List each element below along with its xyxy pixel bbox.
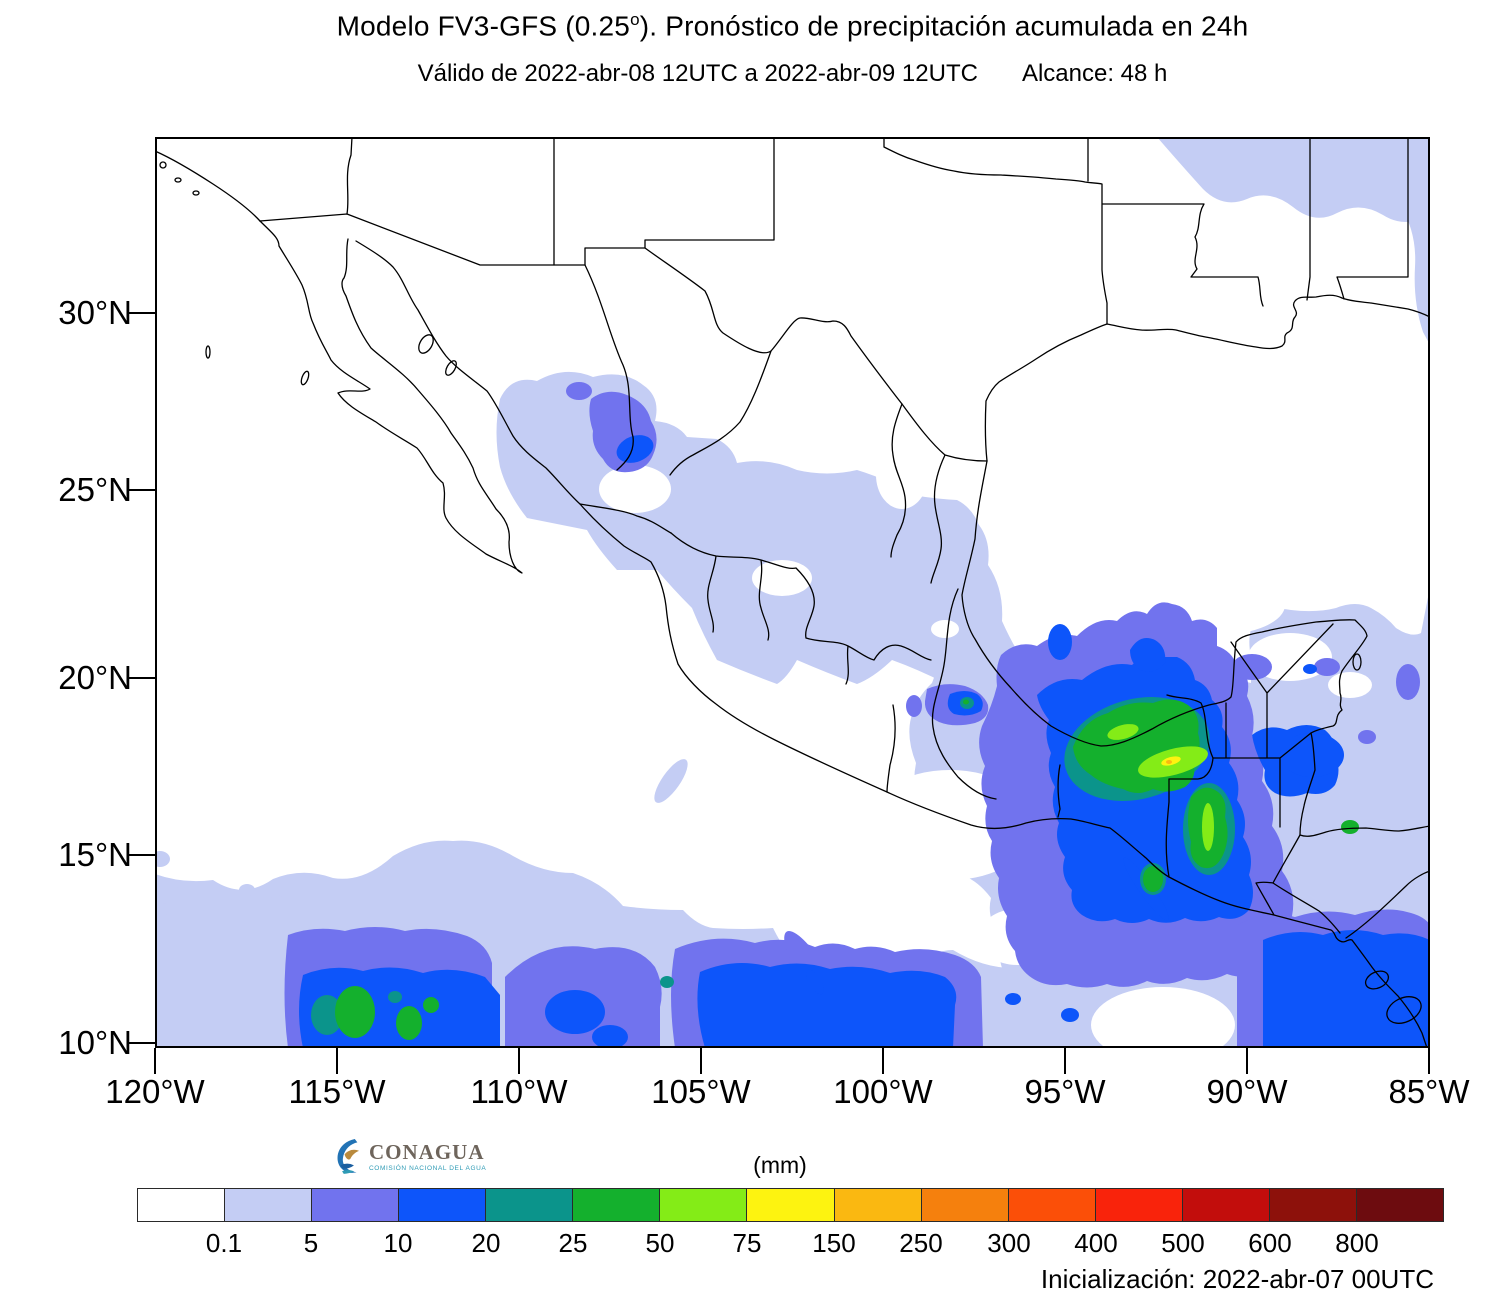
colorbar-label: 0.1: [205, 1228, 243, 1258]
lon-tick-115w: [336, 1048, 338, 1074]
title-degree-sup: o: [630, 10, 640, 29]
coastline-us-pacific: [155, 150, 261, 222]
colorbar-cell: [398, 1188, 487, 1222]
precip-dry-holes: [599, 441, 1372, 1048]
colorbar-label: 300: [987, 1228, 1031, 1258]
conagua-logo-icon: [337, 1139, 360, 1174]
border-us-states: [553, 137, 1409, 325]
colorbar-label: 800: [1335, 1228, 1379, 1258]
conagua-name: CONAGUA: [369, 1139, 485, 1164]
subtitle: Válido de 2022-abr-08 12UTC a 2022-abr-0…: [155, 60, 1430, 88]
lon-tick-105w: [700, 1048, 702, 1074]
valid-range-text: Válido de 2022-abr-08 12UTC a 2022-abr-0…: [417, 60, 978, 87]
initialization-text: Inicialización: 2022-abr-07 00UTC: [1040, 1264, 1434, 1294]
page-title: Modelo FV3-GFS (0.25o). Pronóstico de pr…: [155, 10, 1430, 42]
map-boundaries: [155, 137, 1430, 1048]
border-mx-states-central: [670, 532, 1061, 818]
map: CONAGUA COMISIÓN NACIONAL DEL AGUA: [155, 137, 1430, 1180]
colorbar-labels: 0.1 5 10 20 25 50 75 150 250 300 400 500…: [137, 1228, 1444, 1262]
colorbar-label: 600: [1248, 1228, 1292, 1258]
conagua-logo-text: CONAGUA COMISIÓN NACIONAL DEL AGUA: [369, 1141, 486, 1172]
map-svg: [155, 137, 1430, 1048]
coastline-gulf-mexico: [961, 460, 1430, 837]
colorbar-label: 75: [732, 1228, 762, 1258]
lat-tick-25n: [128, 489, 155, 491]
lon-tick-85w: [1428, 1048, 1430, 1074]
colorbar-cell: [137, 1188, 226, 1222]
precip-layer-25mm: [335, 699, 1359, 1040]
colorbar-cell: [1268, 1188, 1357, 1222]
colorbar-units-label: (mm): [753, 1152, 807, 1178]
border-mexico-us: [259, 213, 988, 462]
colorbar-label: 5: [303, 1228, 319, 1258]
colorbar-label: 400: [1074, 1228, 1118, 1258]
colorbar-cell: [1094, 1188, 1183, 1222]
colorbar: [137, 1188, 1444, 1222]
colorbar-label: 50: [645, 1228, 675, 1258]
lat-tick-30n: [128, 312, 155, 314]
colorbar-cell: [1181, 1188, 1270, 1222]
lon-tick-90w: [1246, 1048, 1248, 1074]
colorbar-cell: [1007, 1188, 1096, 1222]
conagua-logo: CONAGUA COMISIÓN NACIONAL DEL AGUA: [327, 1132, 486, 1180]
colorbar-label: 500: [1161, 1228, 1205, 1258]
lat-label-25n: 25°N: [58, 471, 132, 508]
lon-label-105w: 105°W: [651, 1073, 751, 1110]
lon-label-85w: 85°W: [1388, 1073, 1470, 1110]
lon-label-110w: 110°W: [470, 1073, 568, 1110]
lat-label-20n: 20°N: [58, 659, 132, 696]
colorbar-cell: [1355, 1188, 1444, 1222]
lon-label-120w: 120°W: [105, 1073, 205, 1110]
border-mx-states-north: [579, 264, 946, 584]
border-central-america: [1255, 834, 1430, 939]
colorbar-label: 20: [471, 1228, 501, 1258]
colorbar-label: 25: [558, 1228, 588, 1258]
lat-label-10n: 10°N: [58, 1024, 132, 1061]
lat-label-15n: 15°N: [58, 836, 132, 873]
lat-label-30n: 30°N: [58, 294, 132, 331]
lat-tick-15n: [128, 854, 155, 856]
colorbar-cell: [659, 1188, 748, 1222]
border-mx-states-southeast: [1165, 623, 1334, 878]
colorbar-label: 250: [899, 1228, 943, 1258]
colorbar-label: 150: [812, 1228, 856, 1258]
precip-layer-150mm: [1166, 760, 1172, 764]
coastline-us-gulf: [984, 294, 1430, 462]
lon-tick-120w: [154, 1048, 156, 1074]
colorbar-cell: [224, 1188, 313, 1222]
border-california-arizona: [346, 137, 353, 215]
colorbar-cell: [920, 1188, 1009, 1222]
colorbar-cell: [833, 1188, 922, 1222]
map-frame: [155, 137, 1430, 1048]
lon-tick-110w: [518, 1048, 520, 1074]
colorbar-cell: [572, 1188, 661, 1222]
conagua-tagline: COMISIÓN NACIONAL DEL AGUA: [369, 1164, 487, 1172]
lon-label-100w: 100°W: [833, 1073, 933, 1110]
colorbar-cell: [311, 1188, 400, 1222]
lon-tick-100w: [882, 1048, 884, 1074]
lon-label-90w: 90°W: [1206, 1073, 1288, 1110]
colorbar-cell: [746, 1188, 835, 1222]
colorbar-label: 10: [383, 1228, 413, 1258]
islands-and-lakes: [159, 161, 1422, 1024]
lat-tick-20n: [128, 677, 155, 679]
title-text: Modelo FV3-GFS (0.25: [336, 10, 631, 42]
colorbar-cell: [485, 1188, 574, 1222]
coastline-baja-california: [259, 220, 523, 574]
title-text-rest: ). Pronóstico de precipitación acumulada…: [639, 10, 1249, 42]
lon-tick-95w: [1064, 1048, 1066, 1074]
forecast-range-text: Alcance: 48 h: [1021, 60, 1168, 87]
lon-label-115w: 115°W: [288, 1073, 386, 1110]
lon-label-95w: 95°W: [1024, 1073, 1106, 1110]
lat-tick-10n: [128, 1042, 155, 1044]
